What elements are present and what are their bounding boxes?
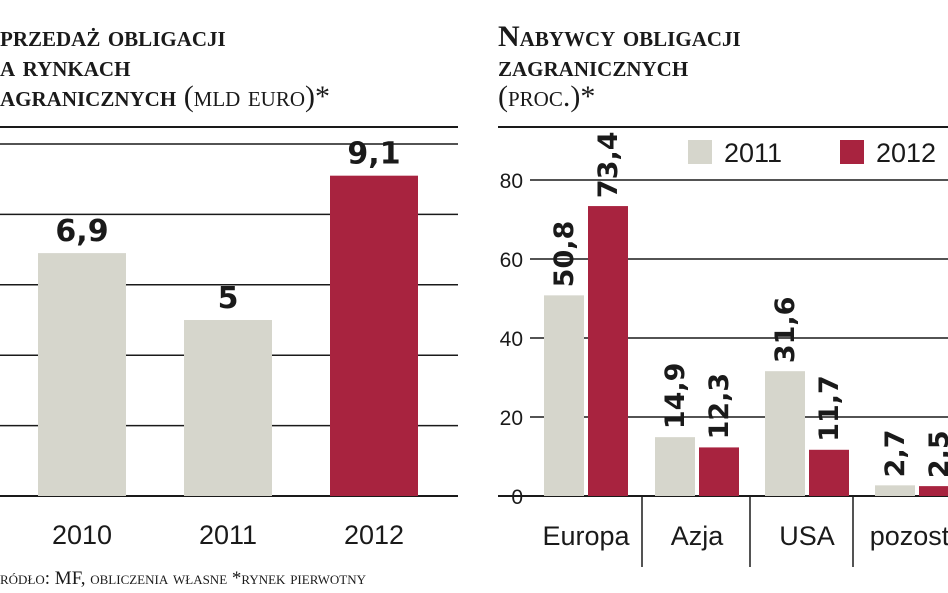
right-value-label-USA-2011: 31,6 bbox=[770, 297, 801, 364]
right-bar-Azja-2011 bbox=[655, 437, 695, 496]
right-y-tick-label: 40 bbox=[500, 328, 523, 351]
right-category-label-Europa: Europa bbox=[542, 521, 630, 551]
right-category-label-USA: USA bbox=[779, 521, 835, 551]
right-value-label-pozosta-2012: 2,5 bbox=[924, 430, 948, 478]
right-y-tick-label: 20 bbox=[500, 407, 523, 430]
left-bar-2012 bbox=[330, 175, 418, 496]
legend-swatch-2012 bbox=[840, 140, 864, 164]
right-value-label-Europa-2012: 73,4 bbox=[593, 131, 624, 198]
right-value-label-Azja-2011: 14,9 bbox=[660, 363, 691, 430]
right-title-rule bbox=[498, 126, 948, 128]
right-value-label-pozosta-2011: 2,7 bbox=[880, 429, 911, 477]
left-title-line3-row: agranicznych (mld euro)* bbox=[0, 82, 330, 112]
left-title-line2: a rynkach bbox=[0, 50, 131, 83]
right-bar-Azja-2012 bbox=[699, 447, 739, 496]
right-bar-USA-2011 bbox=[765, 371, 805, 496]
legend-label-2011: 2011 bbox=[724, 138, 782, 168]
left-chart-title: przedaż obligacji a rynkach agranicznych… bbox=[0, 22, 330, 112]
right-value-label-USA-2012: 11,7 bbox=[814, 375, 845, 442]
right-bar-pozosta-2011 bbox=[875, 485, 915, 496]
right-bar-Europa-2012 bbox=[588, 206, 628, 496]
left-value-label-2012: 9,1 bbox=[347, 137, 400, 172]
right-title-line2: zagranicznych bbox=[498, 50, 689, 83]
left-title-line3: agranicznych bbox=[0, 80, 177, 113]
legend-swatch-2011 bbox=[688, 140, 712, 164]
left-bar-2010 bbox=[38, 253, 126, 496]
right-category-label-Azja: Azja bbox=[671, 521, 725, 551]
right-title-line3: (proc.)* bbox=[498, 80, 596, 113]
legend-label-2012: 2012 bbox=[876, 138, 936, 168]
right-y-tick-label: 60 bbox=[500, 249, 523, 272]
left-category-label-2012: 2012 bbox=[344, 520, 404, 550]
left-value-label-2010: 6,9 bbox=[55, 214, 108, 249]
source-footnote: ródło: MF, obliczenia własne *rynek pier… bbox=[0, 568, 367, 589]
right-y-tick-label: 80 bbox=[500, 170, 523, 193]
right-chart-title: Nabywcy obligacji zagranicznych (proc.)* bbox=[498, 22, 741, 112]
right-bar-USA-2012 bbox=[809, 449, 849, 496]
right-bar-pozosta-2012 bbox=[919, 486, 948, 496]
right-value-label-Azja-2012: 12,3 bbox=[704, 373, 735, 440]
right-bar-Europa-2011 bbox=[544, 295, 584, 496]
right-y-tick-label: 0 bbox=[511, 486, 523, 509]
left-title-rule bbox=[0, 126, 458, 128]
right-value-label-Europa-2011: 50,8 bbox=[549, 221, 580, 288]
left-value-label-2011: 5 bbox=[218, 281, 239, 316]
left-title-line1: przedaż obligacji bbox=[0, 20, 226, 53]
right-title-line1: Nabywcy obligacji bbox=[498, 20, 741, 53]
left-bar-2011 bbox=[184, 320, 272, 496]
left-title-unit: (mld euro)* bbox=[183, 80, 330, 113]
left-category-label-2011: 2011 bbox=[199, 520, 257, 550]
right-category-label-pozosta: pozosta bbox=[870, 521, 948, 551]
left-category-label-2010: 2010 bbox=[52, 520, 112, 550]
